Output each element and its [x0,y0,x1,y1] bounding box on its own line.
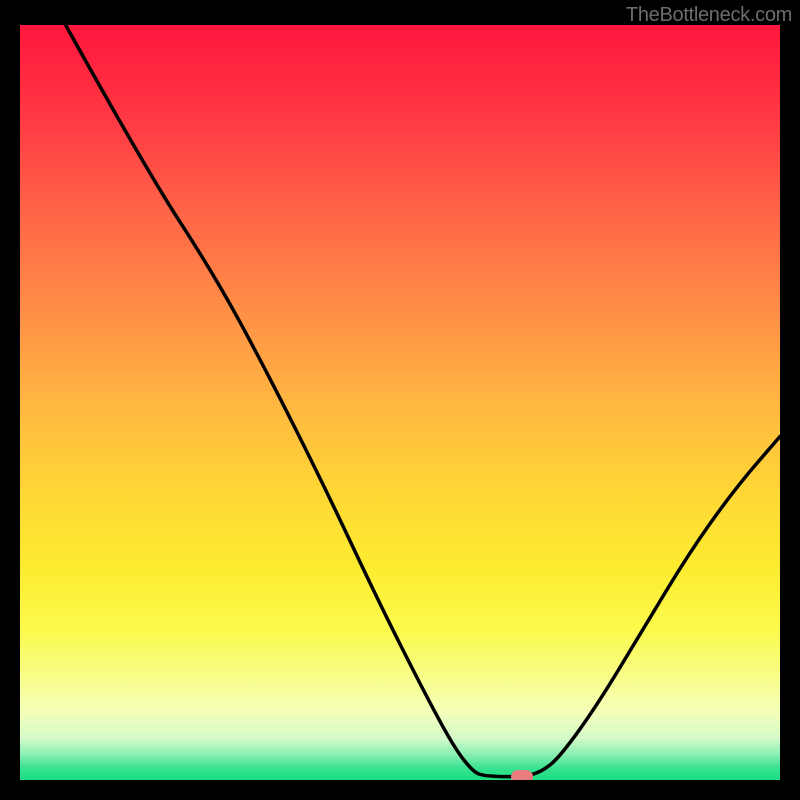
plot-area [20,25,780,780]
watermark-label: TheBottleneck.com [626,4,792,27]
optimal-point-marker [511,770,533,780]
chart-container: TheBottleneck.com [0,0,800,800]
bottleneck-curve [20,25,780,780]
